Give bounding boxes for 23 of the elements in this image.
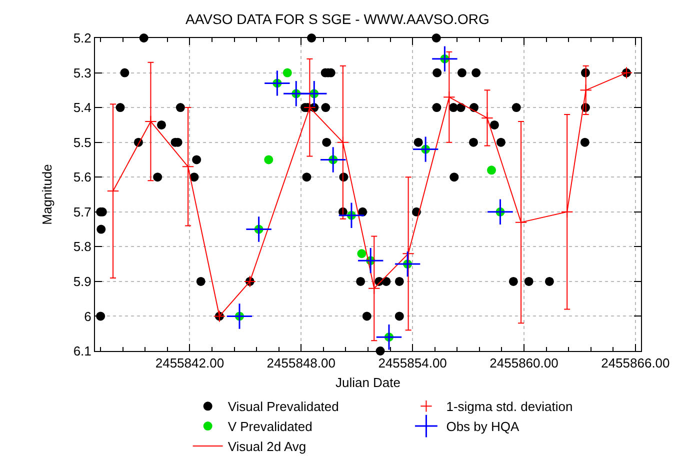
legend-label: Visual Prevalidated (228, 399, 339, 414)
x-tick-label: 2455866.00 (601, 356, 670, 371)
y-tick-label: 5.9 (73, 274, 92, 289)
legend-label: Obs by HQA (446, 419, 520, 434)
y-tick-label: 5.7 (73, 204, 92, 220)
y-tick-label: 5.2 (73, 30, 92, 46)
x-tick-label: 2455848.00 (266, 356, 336, 371)
y-tick-label: 5.3 (73, 65, 92, 80)
y-tick-label: 5.6 (73, 170, 92, 185)
x-tick-label: 2455842.00 (155, 356, 224, 371)
y-tick-label: 6.1 (73, 344, 92, 359)
x-tick-label: 2455860.00 (490, 356, 558, 371)
y-tick-label: 6 (84, 308, 92, 324)
y-tick-label: 5.4 (73, 100, 92, 116)
y-tick-label: 5.8 (73, 239, 92, 254)
legend-label: Visual 2d Avg (228, 439, 306, 454)
x-axis-title: Julian Date (335, 375, 401, 390)
x-tick-label: 2455854.00 (378, 356, 447, 371)
chart-title: AAVSO DATA FOR S SGE - WWW.AAVSO.ORG (186, 10, 490, 27)
legend-label: V Prevalidated (228, 419, 312, 434)
legend-label: 1-sigma std. deviation (446, 399, 573, 414)
y-tick-label: 5.5 (73, 134, 92, 150)
y-axis-title: Magnitude (39, 164, 54, 225)
